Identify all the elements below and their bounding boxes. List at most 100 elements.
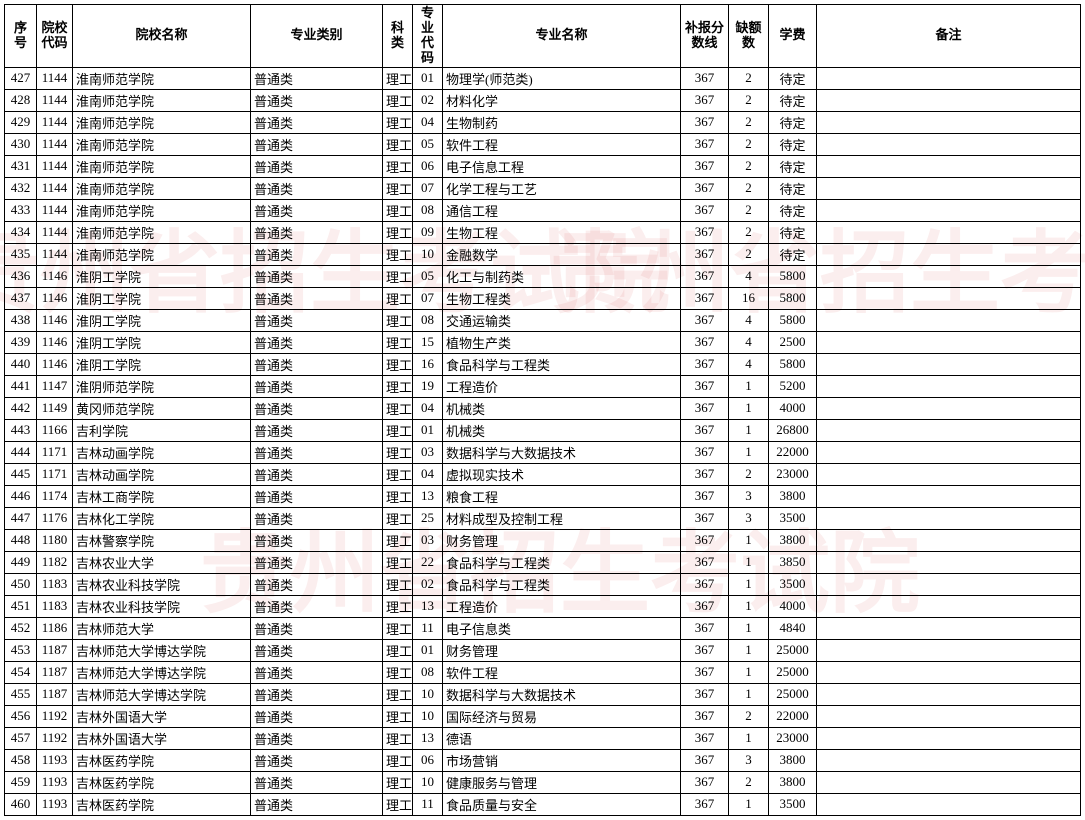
table-row: 4521186吉林师范大学普通类理工11电子信息类36714840	[5, 617, 1081, 639]
cell-seq: 428	[5, 89, 37, 111]
cell-sub: 理工	[383, 683, 413, 705]
cell-sname: 吉林医药学院	[73, 793, 251, 815]
table-row: 4311144淮南师范学院普通类理工06电子信息工程3672待定	[5, 155, 1081, 177]
cell-mname: 财务管理	[443, 529, 681, 551]
table-row: 4501183吉林农业科技学院普通类理工02食品科学与工程类36713500	[5, 573, 1081, 595]
cell-mname: 健康服务与管理	[443, 771, 681, 793]
cell-score: 367	[681, 529, 729, 551]
cell-seq: 438	[5, 309, 37, 331]
cell-scode: 1144	[37, 89, 73, 111]
cell-score: 367	[681, 155, 729, 177]
cell-sub: 理工	[383, 67, 413, 89]
cell-seq: 434	[5, 221, 37, 243]
table-row: 4331144淮南师范学院普通类理工08通信工程3672待定	[5, 199, 1081, 221]
cell-mname: 国际经济与贸易	[443, 705, 681, 727]
cell-fee: 待定	[769, 133, 817, 155]
cell-vac: 1	[729, 419, 769, 441]
cell-score: 367	[681, 749, 729, 771]
cell-mname: 生物工程类	[443, 287, 681, 309]
cell-sub: 理工	[383, 485, 413, 507]
cell-sname: 吉林师范大学博达学院	[73, 683, 251, 705]
table-row: 4351144淮南师范学院普通类理工10金融数学3672待定	[5, 243, 1081, 265]
table-row: 4561192吉林外国语大学普通类理工10国际经济与贸易367222000	[5, 705, 1081, 727]
cell-ptype: 普通类	[251, 661, 383, 683]
cell-sname: 淮南师范学院	[73, 133, 251, 155]
cell-mname: 交通运输类	[443, 309, 681, 331]
cell-sname: 淮阴工学院	[73, 309, 251, 331]
cell-seq: 443	[5, 419, 37, 441]
cell-note	[817, 463, 1081, 485]
header-note: 备注	[817, 5, 1081, 68]
cell-mcode: 22	[413, 551, 443, 573]
cell-seq: 435	[5, 243, 37, 265]
cell-seq: 427	[5, 67, 37, 89]
cell-sname: 淮南师范学院	[73, 111, 251, 133]
cell-sname: 吉林工商学院	[73, 485, 251, 507]
cell-sname: 吉林动画学院	[73, 463, 251, 485]
cell-ptype: 普通类	[251, 353, 383, 375]
cell-sname: 吉林医药学院	[73, 749, 251, 771]
cell-note	[817, 397, 1081, 419]
cell-sub: 理工	[383, 639, 413, 661]
cell-mcode: 13	[413, 485, 443, 507]
cell-fee: 3500	[769, 793, 817, 815]
cell-note	[817, 793, 1081, 815]
cell-mname: 生物制药	[443, 111, 681, 133]
cell-mname: 化工与制药类	[443, 265, 681, 287]
cell-vac: 1	[729, 441, 769, 463]
cell-vac: 2	[729, 771, 769, 793]
cell-fee: 25000	[769, 661, 817, 683]
cell-vac: 1	[729, 793, 769, 815]
cell-mcode: 03	[413, 529, 443, 551]
cell-sub: 理工	[383, 617, 413, 639]
cell-sub: 理工	[383, 155, 413, 177]
cell-scode: 1146	[37, 309, 73, 331]
table-row: 4341144淮南师范学院普通类理工09生物工程3672待定	[5, 221, 1081, 243]
cell-vac: 2	[729, 111, 769, 133]
cell-scode: 1144	[37, 155, 73, 177]
cell-score: 367	[681, 67, 729, 89]
table-row: 4471176吉林化工学院普通类理工25材料成型及控制工程36733500	[5, 507, 1081, 529]
cell-vac: 2	[729, 463, 769, 485]
cell-fee: 4000	[769, 595, 817, 617]
cell-fee: 待定	[769, 155, 817, 177]
cell-vac: 1	[729, 661, 769, 683]
cell-note	[817, 177, 1081, 199]
cell-scode: 1146	[37, 353, 73, 375]
cell-note	[817, 419, 1081, 441]
cell-score: 367	[681, 309, 729, 331]
cell-vac: 1	[729, 617, 769, 639]
table-row: 4511183吉林农业科技学院普通类理工13工程造价36714000	[5, 595, 1081, 617]
cell-mname: 工程造价	[443, 375, 681, 397]
cell-sub: 理工	[383, 793, 413, 815]
cell-vac: 1	[729, 595, 769, 617]
cell-note	[817, 199, 1081, 221]
cell-ptype: 普通类	[251, 683, 383, 705]
cell-sname: 吉林动画学院	[73, 441, 251, 463]
cell-mname: 虚拟现实技术	[443, 463, 681, 485]
cell-fee: 待定	[769, 199, 817, 221]
table-row: 4491182吉林农业大学普通类理工22食品科学与工程类36713850	[5, 551, 1081, 573]
cell-score: 367	[681, 705, 729, 727]
cell-sname: 吉林医药学院	[73, 771, 251, 793]
header-ptype: 专业类别	[251, 5, 383, 68]
cell-scode: 1193	[37, 793, 73, 815]
cell-mname: 植物生产类	[443, 331, 681, 353]
cell-vac: 3	[729, 749, 769, 771]
admission-table: 序号 院校代码 院校名称 专业类别 科类 专业代码 专业名称 补报分数线 缺额数…	[4, 4, 1081, 816]
cell-note	[817, 639, 1081, 661]
cell-seq: 455	[5, 683, 37, 705]
cell-vac: 16	[729, 287, 769, 309]
cell-vac: 1	[729, 551, 769, 573]
cell-mname: 电子信息类	[443, 617, 681, 639]
cell-score: 367	[681, 683, 729, 705]
cell-mname: 生物工程	[443, 221, 681, 243]
cell-mcode: 01	[413, 419, 443, 441]
cell-mname: 数据科学与大数据技术	[443, 441, 681, 463]
cell-mcode: 07	[413, 287, 443, 309]
cell-scode: 1146	[37, 287, 73, 309]
cell-seq: 441	[5, 375, 37, 397]
cell-fee: 3800	[769, 485, 817, 507]
cell-ptype: 普通类	[251, 133, 383, 155]
cell-fee: 5800	[769, 353, 817, 375]
